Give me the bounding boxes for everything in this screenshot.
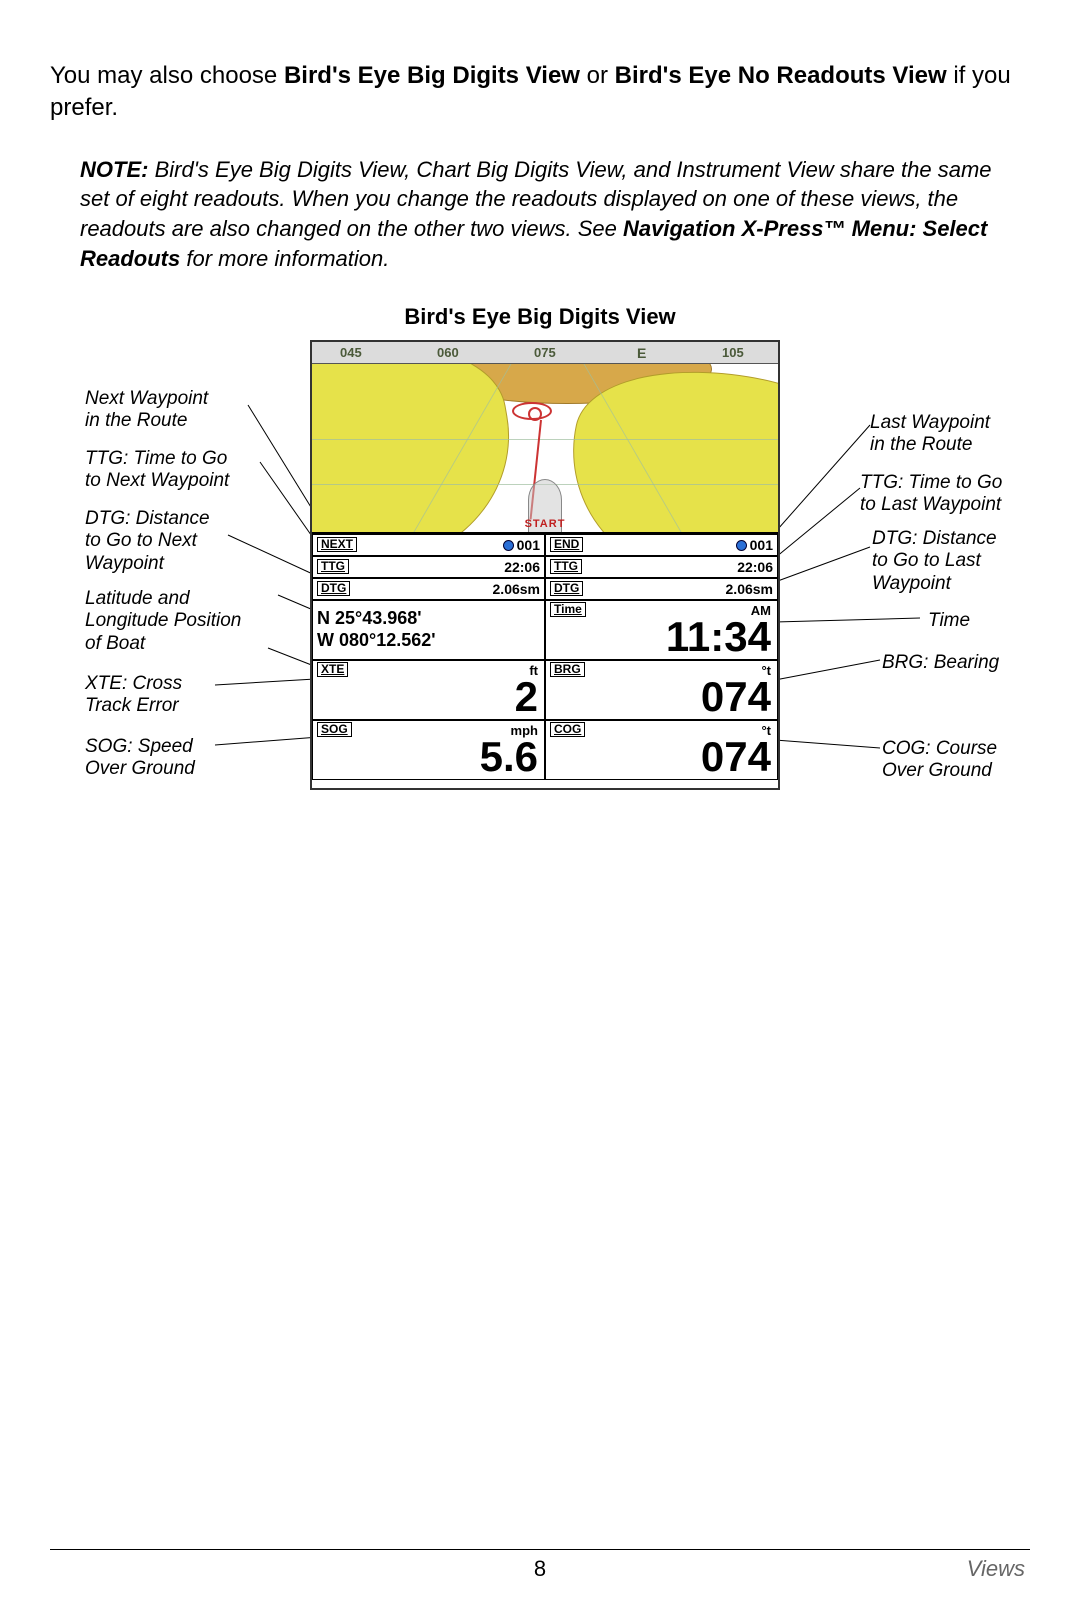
cell-dtg-r: DTG 2.06sm — [545, 578, 778, 600]
val-sog: 5.6 — [480, 737, 538, 777]
compass-strip: 045 060 075 E 105 — [312, 342, 778, 364]
cell-sog: SOG mph 5.6 — [312, 720, 545, 780]
callout-ttg-last: TTG: Time to Goto Last Waypoint — [860, 472, 1002, 518]
lbl-sog: SOG — [317, 722, 352, 737]
compass-e: E — [637, 345, 646, 361]
callout-next-wp: Next Waypointin the Route — [85, 388, 208, 434]
cell-time: Time AM 11:34 — [545, 600, 778, 660]
callout-latlon: Latitude andLongitude Positionof Boat — [85, 588, 241, 656]
start-label: START — [525, 518, 566, 530]
callout-ttg-next: TTG: Time to Goto Next Waypoint — [85, 448, 229, 494]
val-end: 001 — [736, 537, 773, 553]
compass-105: 105 — [722, 345, 744, 360]
map-area: START — [312, 364, 778, 532]
val-ttg-l: 22:06 — [504, 559, 540, 575]
callout-cog: COG: CourseOver Ground — [882, 738, 997, 784]
callout-brg: BRG: Bearing — [882, 652, 999, 675]
cell-ttg-l: TTG 22:06 — [312, 556, 545, 578]
intro-bold2: Bird's Eye No Readouts View — [615, 62, 947, 89]
intro-pre: You may also choose — [50, 62, 284, 89]
lbl-dtg-r: DTG — [550, 581, 583, 596]
cell-latlon: N 25°43.968' W 080°12.562' — [312, 600, 545, 660]
footer-rule — [50, 1549, 1030, 1550]
cell-xte: XTE ft 2 — [312, 660, 545, 720]
val-xte: 2 — [515, 677, 538, 717]
intro-mid: or — [587, 62, 615, 89]
callout-last-wp: Last Waypointin the Route — [870, 412, 990, 458]
figure-wrap: 045 060 075 E 105 START NEXT 001 — [50, 340, 1030, 940]
figure-title: Bird's Eye Big Digits View — [50, 304, 1030, 330]
lbl-xte: XTE — [317, 662, 348, 677]
note-block: NOTE: Bird's Eye Big Digits View, Chart … — [80, 155, 1020, 274]
callout-xte: XTE: CrossTrack Error — [85, 673, 182, 719]
page-number: 8 — [0, 1556, 1080, 1582]
callout-dtg-next: DTG: Distanceto Go to NextWaypoint — [85, 508, 210, 576]
intro-paragraph: You may also choose Bird's Eye Big Digit… — [50, 60, 1030, 125]
readouts-grid: NEXT 001 END 001 TTG 22:06 TTG 22:06 — [312, 532, 778, 780]
compass-075: 075 — [534, 345, 556, 360]
footer-section: Views — [967, 1556, 1025, 1582]
val-cog: 074 — [701, 737, 771, 777]
callout-sog: SOG: SpeedOver Ground — [85, 736, 195, 782]
intro-bold1: Bird's Eye Big Digits View — [284, 62, 580, 89]
grid-h2 — [312, 439, 778, 440]
val-dtg-r: 2.06sm — [726, 581, 773, 597]
cell-next: NEXT 001 — [312, 534, 545, 556]
lbl-ttg-r: TTG — [550, 559, 582, 574]
callout-time: Time — [928, 610, 970, 633]
lbl-dtg-l: DTG — [317, 581, 350, 596]
lbl-end: END — [550, 537, 583, 552]
note-label: NOTE: — [80, 157, 148, 182]
cell-end: END 001 — [545, 534, 778, 556]
val-lat: N 25°43.968' — [317, 608, 422, 630]
val-time: 11:34 — [666, 617, 771, 657]
lbl-brg: BRG — [550, 662, 585, 677]
callout-dtg-last: DTG: Distanceto Go to LastWaypoint — [872, 528, 997, 596]
val-ttg-r: 22:06 — [737, 559, 773, 575]
device-screenshot: 045 060 075 E 105 START NEXT 001 — [310, 340, 780, 790]
lbl-cog: COG — [550, 722, 585, 737]
lbl-time: Time — [550, 602, 586, 617]
val-next: 001 — [503, 537, 540, 553]
cell-cog: COG °t 074 — [545, 720, 778, 780]
compass-060: 060 — [437, 345, 459, 360]
val-brg: 074 — [701, 677, 771, 717]
cell-ttg-r: TTG 22:06 — [545, 556, 778, 578]
val-lon: W 080°12.562' — [317, 630, 436, 652]
compass-045: 045 — [340, 345, 362, 360]
cell-brg: BRG °t 074 — [545, 660, 778, 720]
lbl-ttg-l: TTG — [317, 559, 349, 574]
lbl-next: NEXT — [317, 537, 357, 552]
note-body2: for more information. — [186, 246, 389, 271]
val-dtg-l: 2.06sm — [493, 581, 540, 597]
cell-dtg-l: DTG 2.06sm — [312, 578, 545, 600]
waypoint-ring-icon — [512, 402, 552, 420]
